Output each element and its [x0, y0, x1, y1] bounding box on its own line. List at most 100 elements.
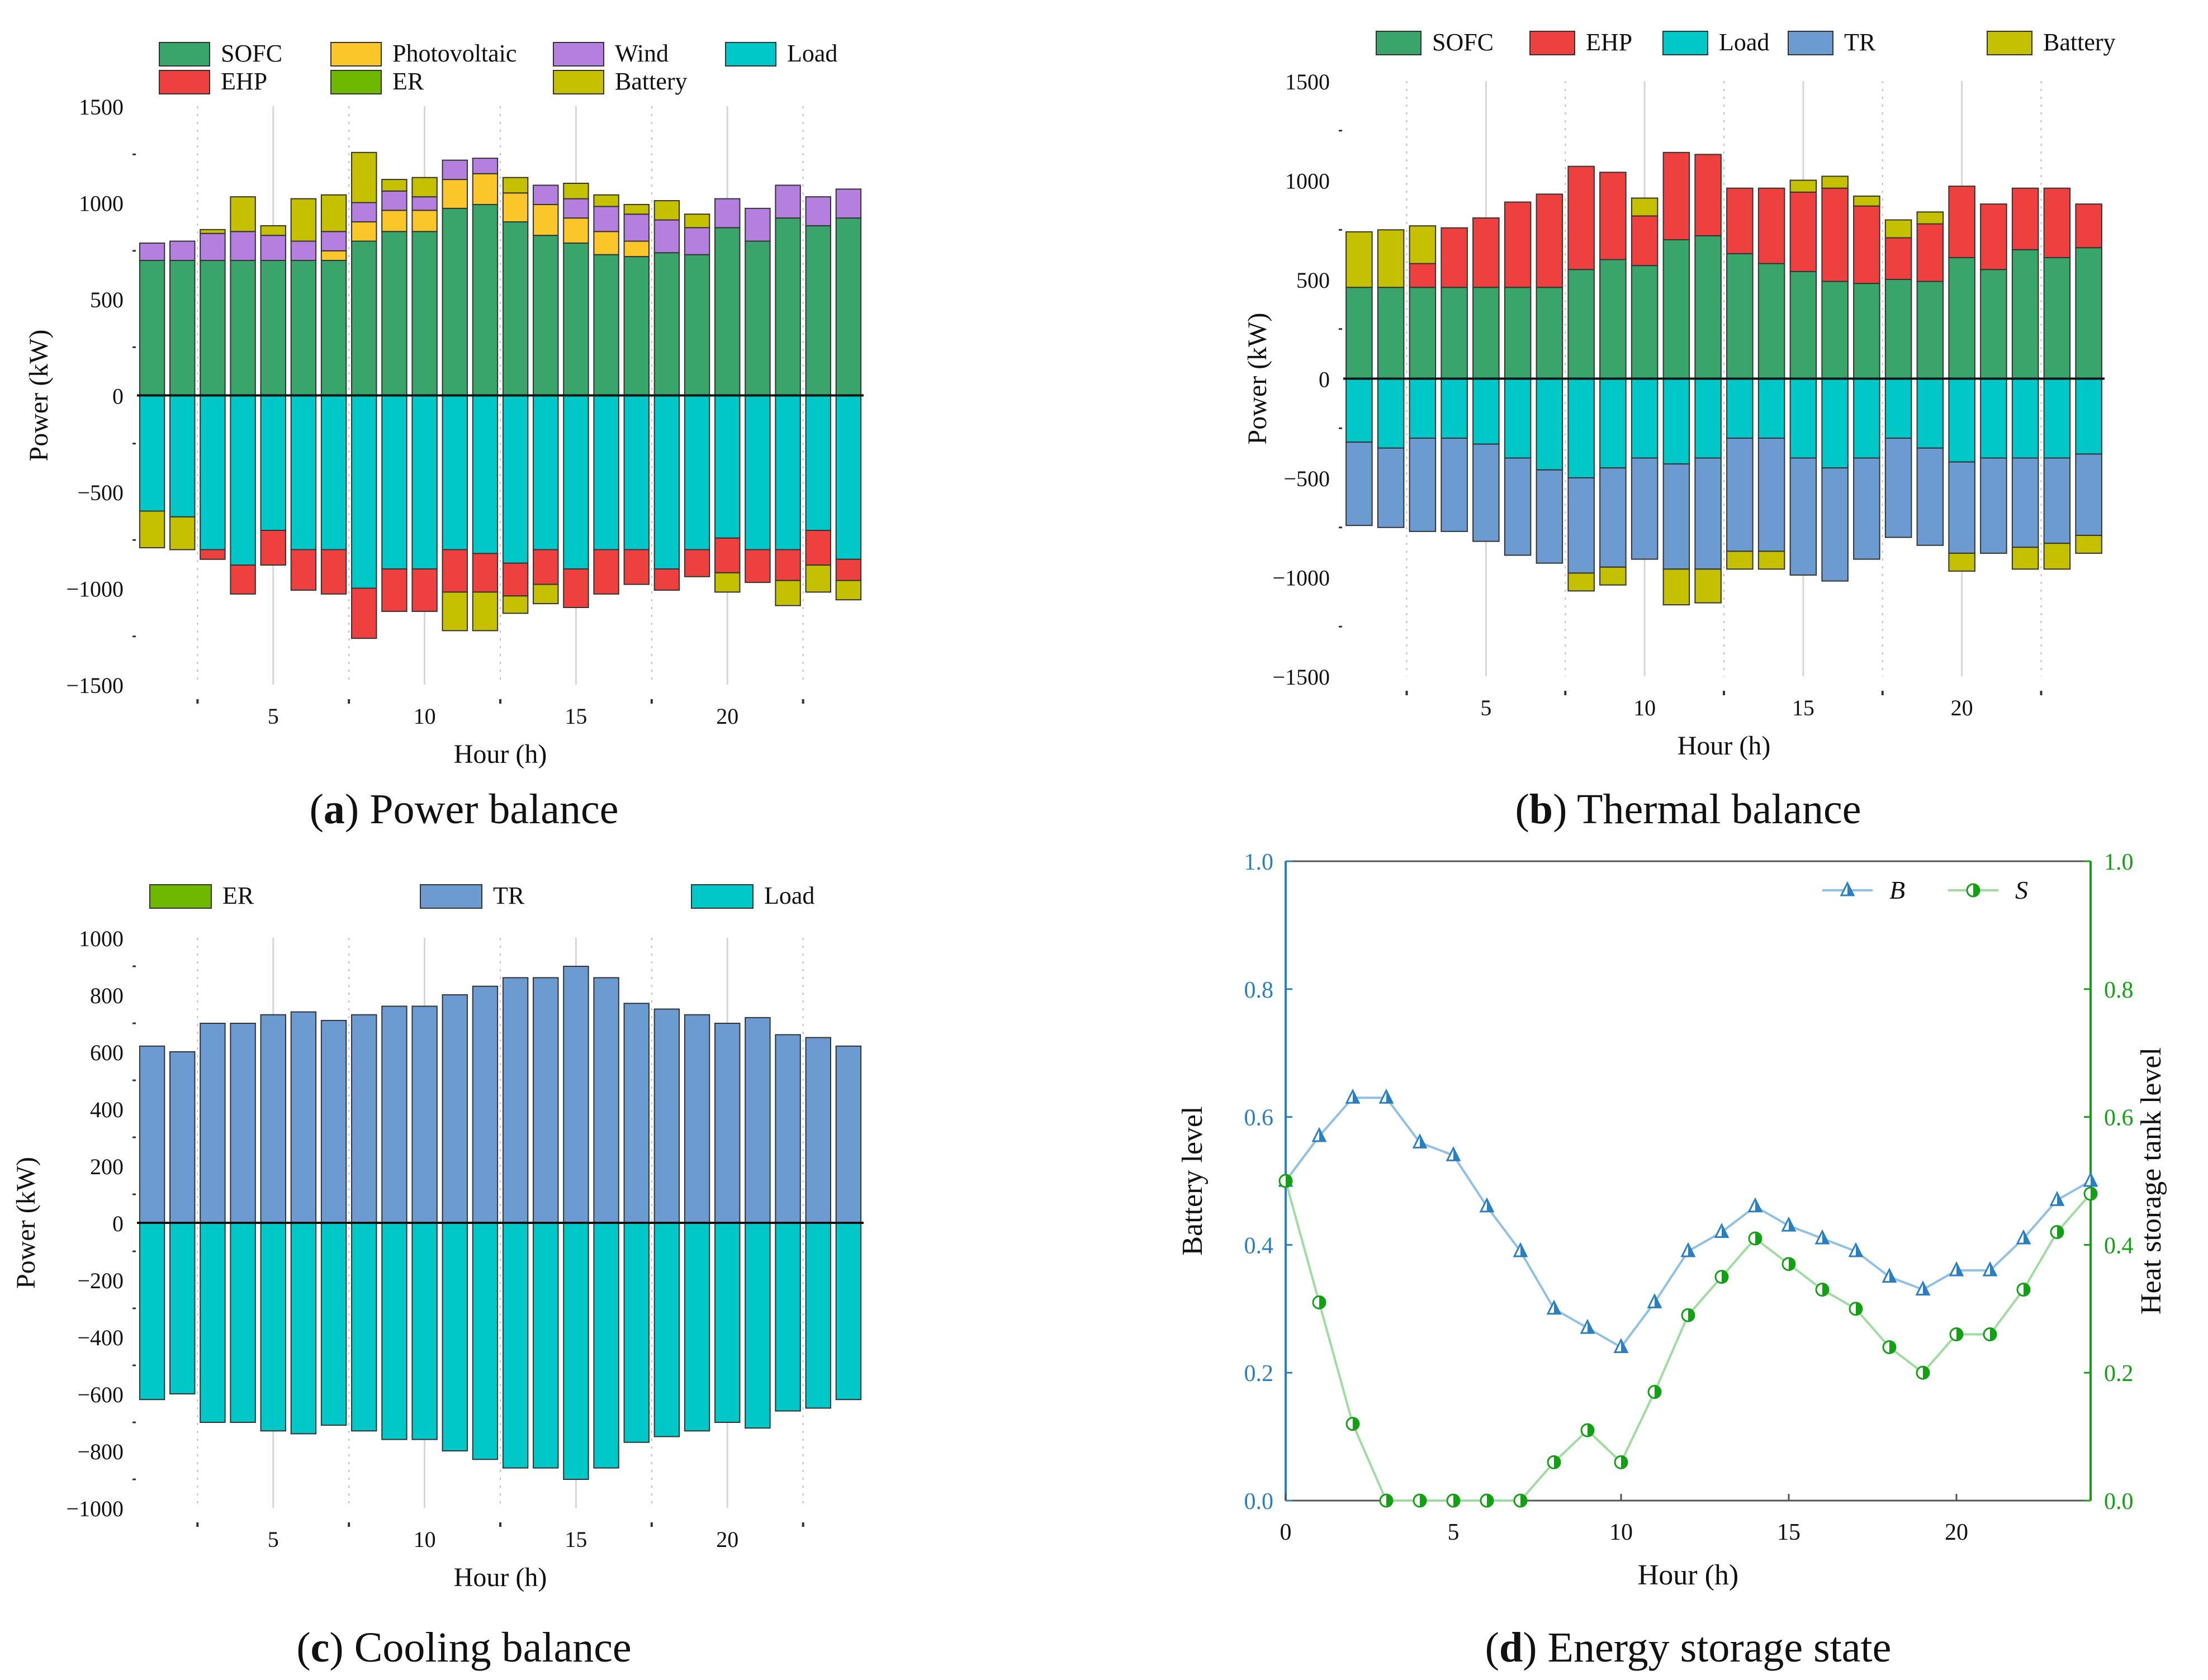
bar-battery-neg-h9: [1599, 566, 1627, 586]
bar-battery-neg-h22: [2011, 547, 2039, 570]
point-fill-b-17: [1856, 1244, 1862, 1256]
bar-ehp-neg-h7: [320, 549, 347, 595]
point-fill-b-23: [2057, 1193, 2063, 1206]
bar-ehp-neg-h4: [230, 564, 256, 595]
y-tick-label: −1000: [66, 577, 124, 602]
x-tick-label: 10: [414, 704, 436, 729]
bar-ehp-h22: [2011, 187, 2039, 250]
bar-battery-neg-h24: [2075, 534, 2102, 554]
point-fill-b-19: [1923, 1282, 1929, 1295]
panel-a: SOFC Photovoltaic Wind Load EHP ER Battery −150…: [0, 0, 1104, 840]
legend-swatch-sofc: [1376, 31, 1422, 55]
bar-ehp-neg-h3: [200, 549, 226, 560]
point-fill-s-3: [1386, 1494, 1392, 1507]
bar-tr-h3: [200, 1023, 226, 1223]
legend-label-wind: Wind: [615, 40, 669, 67]
bar-wind-h6: [290, 240, 317, 261]
point-fill-s-13: [1722, 1270, 1728, 1283]
y-tick-label: 500: [90, 287, 124, 312]
bar-sofc-h22: [2011, 249, 2039, 379]
bar-ehp-h23: [2043, 187, 2071, 258]
bar-battery-h3: [200, 229, 226, 234]
bar-tr-neg-h12: [1694, 457, 1722, 570]
bar-load-neg-h21: [745, 395, 771, 550]
x-tick-label: 5: [268, 704, 279, 729]
bar-load-neg-h7: [320, 395, 347, 550]
bar-sofc-h9: [381, 231, 408, 396]
x-tick-label: 20: [716, 704, 738, 729]
bar-battery-neg-h2: [169, 516, 196, 550]
bar-photovoltaic-h10: [411, 210, 438, 232]
bar-ehp-h17: [1853, 205, 1880, 284]
legend-label-s: S: [2015, 876, 2028, 904]
bar-sofc-h19: [1916, 281, 1944, 379]
bar-wind-h18: [653, 219, 680, 254]
bar-load-neg-h23: [2043, 378, 2071, 459]
y-tick-label: −200: [77, 1268, 124, 1293]
bar-sofc-h2: [1377, 287, 1405, 379]
bar-ehp-neg-h8: [351, 587, 377, 639]
bar-load-neg-h9: [1599, 378, 1627, 469]
legend-label-tr: TR: [493, 882, 525, 909]
bar-load-neg-h11: [442, 395, 468, 550]
bar-wind-h3: [200, 232, 226, 262]
bar-battery-neg-h23: [805, 564, 831, 593]
point-fill-s-10: [1621, 1456, 1627, 1469]
bar-tr-neg-h8: [1567, 477, 1595, 574]
left-tick-label: 0.0: [1244, 1489, 1274, 1515]
legend-label-er: ER: [222, 882, 254, 909]
y-tick-label: −1000: [1272, 566, 1330, 591]
bar-sofc-h16: [593, 254, 619, 396]
point-fill-s-17: [1856, 1302, 1862, 1315]
bar-tr-h22: [775, 1034, 801, 1223]
bar-load-neg-h16: [1821, 378, 1849, 469]
bar-load-neg-h22: [775, 1222, 801, 1412]
point-fill-s-2: [1353, 1417, 1359, 1430]
bar-wind-h2: [169, 240, 196, 261]
bar-photovoltaic-h8: [351, 221, 377, 242]
point-fill-b-7: [1520, 1244, 1527, 1256]
bar-sofc-h14: [1757, 263, 1785, 379]
bar-load-neg-h13: [1726, 378, 1754, 439]
caption-d: (d) Energy storage state: [1485, 1624, 1892, 1671]
bar-tr-h16: [593, 977, 619, 1223]
caption-c: (c) Cooling balance: [296, 1624, 632, 1671]
bar-tr-neg-h20: [1948, 461, 1975, 554]
bar-ehp-neg-h16: [593, 549, 619, 595]
point-fill-s-1: [1319, 1296, 1325, 1309]
bar-load-neg-h1: [139, 395, 165, 512]
bar-wind-h24: [835, 188, 862, 219]
point-fill-b-24: [2091, 1174, 2097, 1186]
point-fill-s-9: [1588, 1424, 1594, 1437]
bar-sofc-h21: [1980, 269, 2007, 379]
bar-wind-h17: [623, 213, 650, 242]
bar-battery-h5: [260, 225, 286, 236]
bar-load-neg-h8: [351, 395, 377, 589]
x-tick-label: 10: [1609, 1520, 1633, 1545]
point-fill-b-13: [1722, 1225, 1728, 1237]
bar-battery-neg-h12: [1694, 568, 1722, 604]
bar-ehp-h7: [1536, 193, 1563, 288]
bar-tr-neg-h14: [1757, 438, 1785, 552]
legend-swatch-load: [725, 42, 776, 67]
bar-tr-neg-h2: [1377, 447, 1405, 528]
y-tick-label: −500: [77, 480, 124, 505]
bar-load-neg-h3: [200, 395, 226, 550]
point-fill-s-6: [1487, 1494, 1493, 1507]
bar-tr-h13: [502, 977, 529, 1223]
bar-tr-h14: [533, 977, 559, 1223]
bar-wind-h11: [442, 159, 468, 181]
bar-load-neg-h15: [563, 395, 589, 570]
bar-battery-h15: [1789, 179, 1817, 193]
point-fill-b-14: [1755, 1199, 1761, 1212]
x-tick-label: 20: [1945, 1520, 1968, 1545]
bar-photovoltaic-h15: [563, 217, 589, 244]
bar-tr-h20: [714, 1023, 741, 1223]
bar-load-neg-h16: [593, 395, 619, 550]
bar-load-neg-h19: [684, 1222, 710, 1432]
point-fill-b-15: [1789, 1218, 1795, 1231]
point-fill-b-22: [2024, 1231, 2030, 1244]
caption-c-text: Cooling balance: [354, 1624, 632, 1671]
bar-wind-h4: [230, 231, 256, 261]
point-fill-b-10: [1621, 1340, 1627, 1352]
